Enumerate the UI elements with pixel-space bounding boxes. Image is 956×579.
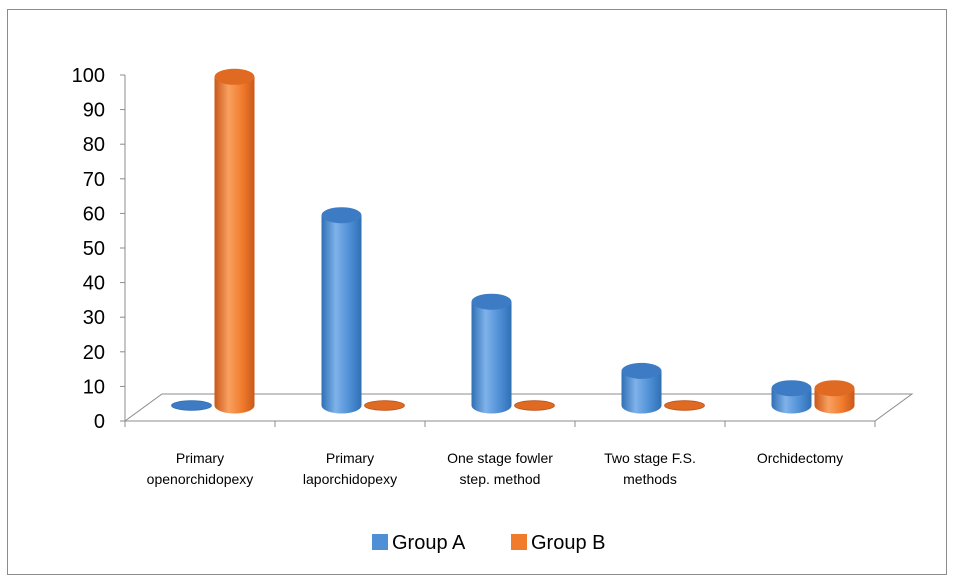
- x-category-label: laporchidopexy: [303, 471, 397, 487]
- bar-body: [621, 370, 662, 414]
- x-category-label: openorchidopexy: [147, 471, 254, 487]
- y-tick-label: 80: [83, 134, 105, 156]
- bar-flat-cap: [171, 400, 212, 411]
- y-tick-label: 50: [83, 238, 105, 260]
- x-category-label: methods: [623, 471, 677, 487]
- y-tick-label: 30: [83, 307, 105, 329]
- y-tick-label: 100: [72, 65, 105, 87]
- legend-label: Group B: [531, 532, 605, 554]
- bar-group-a-0: [171, 400, 212, 411]
- y-tick-label: 40: [83, 273, 105, 295]
- y-axis: 0 10 20 30 40 50 60 70 80 90 100: [72, 65, 876, 433]
- bar-group-a-3: [621, 362, 662, 414]
- legend-label: Group A: [392, 532, 466, 554]
- x-category-label: Two stage F.S.: [604, 450, 696, 466]
- bar-group-a-4: [771, 380, 812, 414]
- bar-body: [471, 301, 512, 414]
- bar-top-cap: [214, 68, 255, 85]
- bar-top-cap: [321, 207, 362, 224]
- x-category-label: Primary: [326, 450, 374, 466]
- legend-entry-group-a: Group A: [372, 532, 466, 554]
- x-category-label: Orchidectomy: [757, 450, 843, 466]
- y-tick-label: 70: [83, 169, 105, 191]
- chart-frame: [7, 9, 947, 575]
- bar-top-cap: [621, 362, 662, 379]
- y-tick-label: 60: [83, 203, 105, 225]
- bar-flat-cap: [364, 400, 405, 411]
- y-tick-label: 10: [83, 376, 105, 398]
- x-axis-labels: Primary openorchidopexy Primary laporchidop…: [147, 450, 844, 487]
- bar-group-b-3: [664, 400, 705, 411]
- bar-group-b-4: [814, 380, 855, 414]
- bar-flat-cap: [664, 400, 705, 411]
- bar-body: [321, 215, 362, 414]
- y-tick-label: 90: [83, 100, 105, 122]
- legend: Group A Group B: [372, 532, 605, 554]
- x-category-label: step. method: [460, 471, 541, 487]
- bar-group-a-1: [321, 207, 362, 414]
- bar-group-b-1: [364, 400, 405, 411]
- bar-group-b-2: [514, 400, 555, 411]
- bar-group-a-2: [471, 293, 512, 414]
- bar-top-cap: [771, 380, 812, 397]
- bar-group-b-0: [214, 68, 255, 414]
- legend-swatch: [372, 534, 388, 550]
- y-tick-label: 20: [83, 342, 105, 364]
- x-category-label: Primary: [176, 450, 224, 466]
- bar-body: [214, 76, 255, 414]
- y-tick-label: 0: [94, 411, 105, 433]
- legend-entry-group-b: Group B: [511, 532, 605, 554]
- bars: [171, 68, 855, 414]
- bar-top-cap: [471, 293, 512, 310]
- legend-swatch: [511, 534, 527, 550]
- bar-top-cap: [814, 380, 855, 397]
- bar-flat-cap: [514, 400, 555, 411]
- x-category-label: One stage fowler: [447, 450, 553, 466]
